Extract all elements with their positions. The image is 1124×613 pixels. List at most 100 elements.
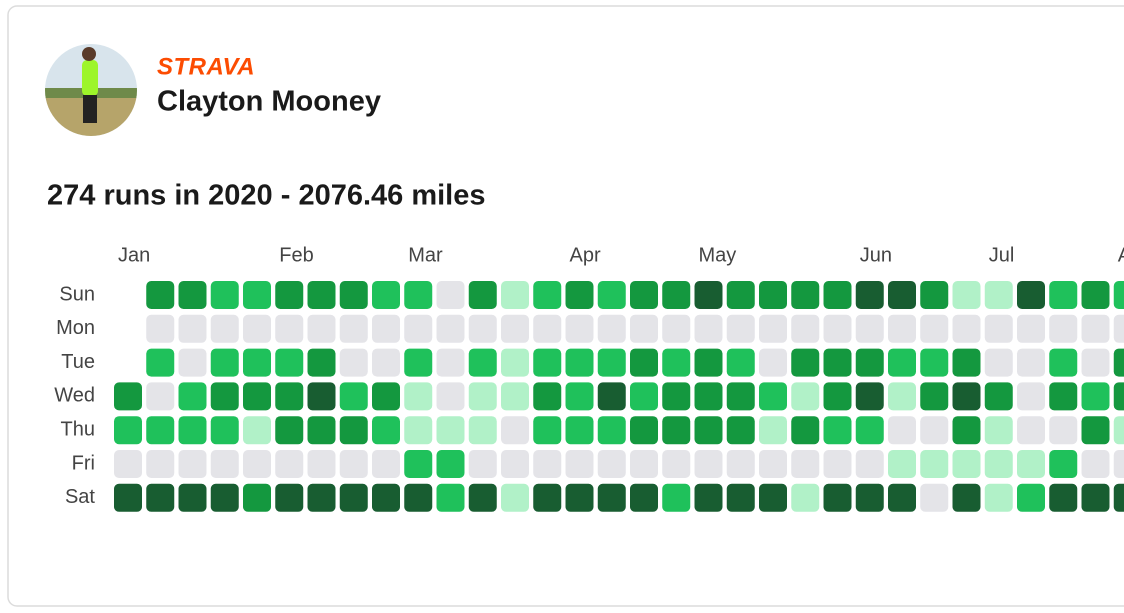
day-cell (855, 416, 884, 445)
day-cell (823, 281, 852, 309)
day-cell (372, 382, 400, 411)
day-cell (952, 314, 981, 343)
day-cell (114, 450, 142, 478)
day-cell (791, 314, 820, 343)
day-cell (920, 416, 949, 445)
day-cell (243, 281, 271, 309)
day-label: Mon (56, 317, 95, 339)
day-cell (888, 483, 916, 512)
day-cell (855, 314, 884, 343)
day-cell (1049, 314, 1078, 343)
day-cell (888, 450, 916, 478)
day-cell (404, 416, 433, 445)
day-cell (146, 483, 175, 512)
day-cell (1049, 416, 1078, 445)
day-cell (662, 416, 691, 445)
day-cell (501, 281, 529, 309)
day-cell (662, 382, 691, 411)
day-cell (1113, 450, 1124, 478)
day-cell (468, 416, 497, 445)
day-cell (114, 416, 142, 445)
day-cell (436, 483, 465, 512)
day-cell (1049, 450, 1078, 478)
day-cell (1049, 281, 1078, 309)
month-label: Jul (989, 244, 1015, 266)
day-cell (823, 483, 852, 512)
day-cell (468, 314, 497, 343)
day-cell (1049, 348, 1078, 377)
day-cell (1017, 314, 1045, 343)
day-cell (436, 450, 465, 478)
day-cell (855, 348, 884, 377)
day-cell (597, 348, 626, 377)
day-cell (372, 314, 400, 343)
day-cell (791, 348, 820, 377)
day-cell (468, 281, 497, 309)
day-cell (436, 281, 465, 309)
day-cell (1081, 314, 1110, 343)
day-cell (759, 450, 787, 478)
day-cell (565, 348, 594, 377)
day-cell (823, 450, 852, 478)
day-cell (307, 416, 336, 445)
day-cell (694, 382, 723, 411)
day-cell (210, 314, 239, 343)
day-cell (339, 416, 368, 445)
day-cell (823, 314, 852, 343)
day-cell (920, 348, 949, 377)
day-cell (726, 281, 755, 309)
day-cell (146, 382, 175, 411)
day-cell (404, 382, 433, 411)
day-cell (565, 483, 594, 512)
day-cell (501, 348, 529, 377)
day-cell (146, 450, 175, 478)
day-cell (243, 450, 271, 478)
day-cell (726, 314, 755, 343)
day-cell (178, 483, 207, 512)
day-cell (436, 348, 465, 377)
day-cell (533, 483, 562, 512)
day-cell (275, 281, 304, 309)
day-cell (307, 382, 336, 411)
day-cell (533, 281, 562, 309)
day-label: Sun (59, 283, 95, 305)
day-cell (726, 450, 755, 478)
day-cell (307, 483, 336, 512)
day-cell (1017, 382, 1045, 411)
month-label: Apr (570, 244, 601, 266)
day-cell (243, 382, 271, 411)
day-cell (791, 483, 820, 512)
day-cell (275, 314, 304, 343)
day-label: Sat (65, 486, 95, 508)
avatar (45, 44, 137, 136)
day-cell (1113, 314, 1124, 343)
day-cell (888, 382, 916, 411)
day-cell (436, 382, 465, 411)
day-cell (307, 281, 336, 309)
day-cell (1113, 281, 1124, 309)
day-cell (726, 483, 755, 512)
day-cell (759, 314, 787, 343)
day-cell (1081, 382, 1110, 411)
day-cell (1049, 483, 1078, 512)
day-cell (210, 382, 239, 411)
day-cell (1017, 348, 1045, 377)
day-cell (759, 281, 787, 309)
day-cell (823, 348, 852, 377)
day-cell (307, 348, 336, 377)
day-cell (307, 450, 336, 478)
day-cell (372, 450, 400, 478)
day-cell (920, 483, 949, 512)
day-cell (339, 382, 368, 411)
day-cell (275, 416, 304, 445)
day-cell (468, 450, 497, 478)
day-cell (339, 281, 368, 309)
day-cell (372, 416, 400, 445)
day-cell (1113, 483, 1124, 512)
day-cell (178, 281, 207, 309)
day-label: Thu (61, 418, 95, 440)
day-cell (920, 314, 949, 343)
day-cell (952, 348, 981, 377)
day-cell (984, 483, 1013, 512)
day-cell (501, 450, 529, 478)
